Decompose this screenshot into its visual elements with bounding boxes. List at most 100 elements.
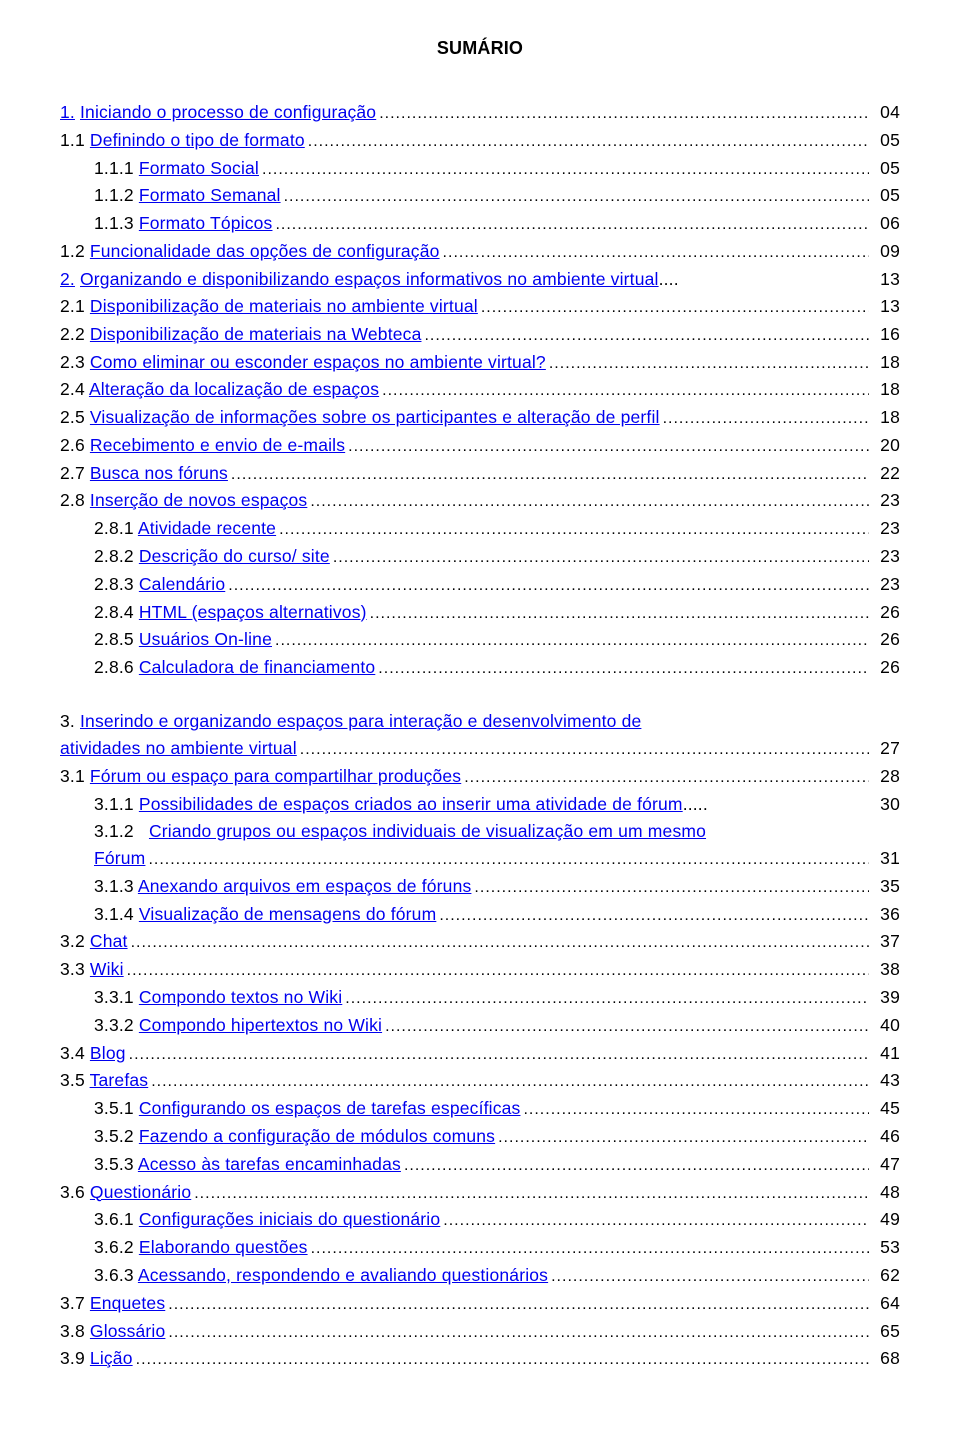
toc-number: 1.1.3 [94,213,134,233]
toc-link[interactable]: Calendário [139,574,225,594]
toc-link[interactable]: Formato Social [139,158,259,178]
toc-leader-dots [131,928,869,956]
toc-link[interactable]: Chat [90,931,128,951]
toc-leader-dots [439,901,869,929]
toc-leader-dots [345,984,869,1012]
toc-link[interactable]: Possibilidades de espaços criados ao ins… [139,794,683,814]
toc-page-number: 26 [872,599,900,626]
toc-page-number: 04 [872,99,900,126]
toc-link[interactable]: Elaborando questões [139,1237,308,1257]
toc-leader-dots [474,873,869,901]
toc-link[interactable]: Fórum [94,848,145,868]
toc-page-number: 37 [872,928,900,955]
page-title: SUMÁRIO [60,38,900,59]
toc-page-number: 22 [872,460,900,487]
toc-link[interactable]: Lição [90,1348,133,1368]
toc-link[interactable]: Funcionalidade das opções de configuraçã… [90,241,440,261]
toc-page-number: 45 [872,1095,900,1122]
toc-link[interactable]: atividades no ambiente virtual [60,738,297,758]
toc-link[interactable]: Enquetes [90,1293,165,1313]
toc-entry: 2.2 Disponibilização de materiais na Web… [60,321,900,349]
toc-link[interactable]: Criando grupos ou espaços individuais de… [149,821,706,841]
toc-page-number: 05 [872,127,900,154]
toc-link[interactable]: Visualização de mensagens do fórum [139,904,436,924]
toc-page-number: 43 [872,1067,900,1094]
toc-link[interactable]: Questionário [90,1182,191,1202]
toc-link[interactable]: Alteração da localização de espaços [89,379,379,399]
toc-link[interactable]: Anexando arquivos em espaços de fóruns [138,876,472,896]
toc-leader-dots [549,349,869,377]
toc-link[interactable]: Acessando, respondendo e avaliando quest… [138,1265,548,1285]
toc-link[interactable]: Organizando e disponibilizando espaços i… [80,269,659,289]
toc-link[interactable]: Glossário [90,1321,166,1341]
toc-link[interactable]: Inserção de novos espaços [90,490,307,510]
toc-entry: 2.8.2 Descrição do curso/ site23 [60,543,900,571]
toc-link[interactable]: Formato Semanal [139,185,281,205]
toc-link[interactable]: Descrição do curso/ site [139,546,330,566]
toc-number: 2.8.5 [94,629,134,649]
toc-leader-dots [311,1234,869,1262]
toc-link[interactable]: Usuários On-line [139,629,272,649]
toc-leader-dots [385,1012,869,1040]
toc-number: 3.1.4 [94,904,134,924]
toc-leader-dots [424,321,869,349]
toc-entry: 1.1 Definindo o tipo de formato05 [60,127,900,155]
toc-page-number: 28 [872,763,900,790]
toc-link[interactable]: Fórum ou espaço para compartilhar produç… [90,766,461,786]
toc-page-number: 26 [872,654,900,681]
toc-block-2: 3.1 Fórum ou espaço para compartilhar pr… [60,763,900,818]
toc-link[interactable]: Inserindo e organizando espaços para int… [80,711,641,731]
toc-entry: 1.1.3 Formato Tópicos06 [60,210,900,238]
toc-link[interactable]: Fazendo a configuração de módulos comuns [139,1126,495,1146]
toc-link[interactable]: Tarefas [90,1070,149,1090]
toc-leader-dots [464,763,869,791]
toc-number: 3.6 [60,1182,85,1202]
toc-leader-dots [228,571,869,599]
toc-link[interactable]: Calculadora de financiamento [139,657,375,677]
toc-link[interactable]: Visualização de informações sobre os par… [90,407,660,427]
toc-link[interactable]: Disponibilização de materiais no ambient… [90,296,478,316]
toc-number: 3.3.1 [94,987,134,1007]
toc-leader-dots [379,99,869,127]
toc-link[interactable]: Configurando os espaços de tarefas espec… [139,1098,521,1118]
toc-link[interactable]: Como eliminar ou esconder espaços no amb… [90,352,546,372]
toc-link[interactable]: Acesso às tarefas encaminhadas [138,1154,401,1174]
toc-page-number: 16 [872,321,900,348]
toc-link[interactable]: HTML (espaços alternativos) [139,602,367,622]
toc-number: 3.5.3 [94,1154,134,1174]
toc-number: 3. [60,711,75,731]
toc-number: 3.6.1 [94,1209,134,1229]
toc-leader-dots [279,515,869,543]
toc-leader-dots [194,1179,869,1207]
toc-number: 2.1 [60,296,85,316]
toc-entry: 3.2 Chat37 [60,928,900,956]
toc-link[interactable]: Busca nos fóruns [90,463,228,483]
toc-page-number: 62 [872,1262,900,1289]
toc-number: 1.2 [60,241,85,261]
toc-leader-dots [378,654,869,682]
toc-leader-dots [168,1290,869,1318]
toc-link[interactable]: Formato Tópicos [139,213,273,233]
toc-link[interactable]: Atividade recente [138,518,276,538]
toc-page-number: 46 [872,1123,900,1150]
toc-page-number: 65 [872,1318,900,1345]
toc-link[interactable]: Configurações iniciais do questionário [139,1209,440,1229]
toc-link[interactable]: Recebimento e envio de e-mails [90,435,345,455]
toc-link[interactable]: Definindo o tipo de formato [90,130,305,150]
toc-link[interactable]: Compondo hipertextos no Wiki [139,1015,382,1035]
toc-entry: 3.6.3 Acessando, respondendo e avaliando… [60,1262,900,1290]
toc-leader-dots [231,460,869,488]
toc-number: 3.5 [60,1070,85,1090]
toc-link[interactable]: Iniciando o processo de configuração [80,102,376,122]
toc-entry-3: 3. Inserindo e organizando espaços para … [60,708,900,735]
toc-link[interactable]: Blog [90,1043,126,1063]
toc-entry: 2.3 Como eliminar ou esconder espaços no… [60,349,900,377]
toc-number: 3.6.3 [94,1265,134,1285]
toc-number: 3.7 [60,1293,85,1313]
toc-leader-dots [551,1262,869,1290]
toc-page-number: 35 [872,873,900,900]
toc-link[interactable]: Wiki [90,959,124,979]
toc-link[interactable]: Compondo textos no Wiki [139,987,342,1007]
toc-link[interactable]: Disponibilização de materiais na Webteca [90,324,422,344]
toc-leader-dots [404,1151,869,1179]
